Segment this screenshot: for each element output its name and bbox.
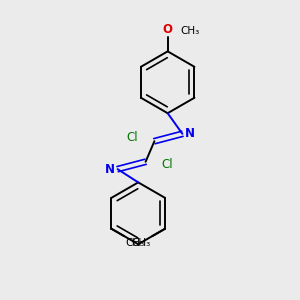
Text: CH₃: CH₃ bbox=[131, 238, 151, 248]
Text: Cl: Cl bbox=[127, 131, 138, 144]
Text: O: O bbox=[163, 23, 173, 36]
Text: N: N bbox=[185, 127, 195, 140]
Text: CH₃: CH₃ bbox=[180, 26, 199, 36]
Text: Cl: Cl bbox=[162, 158, 173, 171]
Text: CH₃: CH₃ bbox=[126, 238, 145, 248]
Text: N: N bbox=[105, 163, 115, 176]
